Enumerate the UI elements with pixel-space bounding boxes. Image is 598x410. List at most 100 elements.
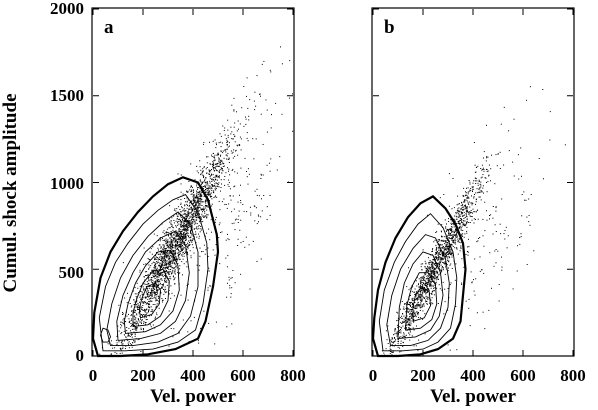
scatter-point	[476, 312, 478, 314]
scatter-point	[171, 263, 173, 265]
scatter-point	[201, 209, 203, 211]
scatter-point	[223, 157, 225, 159]
scatter-point	[475, 171, 477, 173]
scatter-point	[190, 209, 192, 211]
scatter-point	[218, 177, 220, 179]
scatter-point	[147, 277, 149, 279]
scatter-point	[434, 273, 436, 275]
scatter-point	[190, 232, 192, 234]
scatter-point	[120, 342, 122, 344]
scatter-point	[155, 286, 157, 288]
scatter-point	[198, 192, 200, 194]
scatter-point	[175, 230, 177, 232]
scatter-point	[455, 222, 457, 224]
scatter-point	[513, 118, 515, 120]
scatter-point	[416, 311, 418, 313]
scatter-point	[458, 228, 460, 230]
scatter-point	[139, 301, 140, 303]
scatter-point	[186, 227, 188, 229]
scatter-point	[188, 243, 190, 245]
scatter-point	[427, 275, 429, 277]
scatter-point	[461, 221, 462, 223]
scatter-point	[421, 269, 423, 270]
scatter-point	[211, 190, 213, 191]
scatter-point	[463, 218, 465, 219]
scatter-point	[189, 189, 191, 191]
scatter-point	[185, 236, 187, 237]
scatter-point	[136, 327, 138, 329]
scatter-point	[182, 193, 184, 195]
scatter-point	[175, 245, 177, 247]
scatter-point	[429, 266, 431, 268]
scatter-point	[450, 238, 452, 239]
scatter-point	[211, 156, 213, 157]
scatter-point	[240, 219, 242, 221]
scatter-point	[221, 183, 222, 185]
scatter-point	[160, 273, 162, 275]
scatter-point	[193, 252, 195, 254]
scatter-point	[168, 274, 170, 276]
scatter-point	[118, 330, 120, 332]
scatter-point	[184, 236, 186, 238]
scatter-point	[158, 258, 160, 260]
panel-b-label: b	[384, 17, 395, 38]
scatter-point	[419, 285, 421, 287]
scatter-point	[157, 257, 159, 258]
scatter-point	[156, 268, 158, 270]
scatter-point	[190, 193, 192, 195]
scatter-point	[197, 208, 199, 210]
scatter-point	[411, 316, 413, 318]
scatter-point	[449, 228, 451, 230]
scatter-point	[195, 247, 197, 249]
scatter-point	[135, 328, 137, 330]
scatter-point	[477, 184, 479, 186]
scatter-point	[176, 258, 178, 260]
scatter-point	[405, 334, 407, 336]
scatter-point	[154, 286, 156, 288]
scatter-point	[152, 274, 154, 276]
scatter-point	[212, 185, 214, 187]
scatter-point	[404, 317, 406, 319]
scatter-point	[169, 260, 171, 262]
scatter-point	[136, 328, 138, 330]
scatter-point	[211, 179, 213, 181]
scatter-point	[529, 224, 531, 226]
scatter-point	[197, 172, 199, 174]
scatter-point	[195, 227, 197, 229]
scatter-point	[158, 289, 160, 291]
scatter-point	[169, 273, 171, 275]
scatter-point	[457, 241, 459, 243]
scatter-point	[192, 203, 194, 205]
scatter-point	[411, 310, 412, 312]
scatter-point	[397, 343, 399, 345]
scatter-point	[116, 352, 118, 354]
scatter-point	[194, 234, 196, 236]
scatter-point	[173, 279, 175, 281]
scatter-point	[169, 276, 171, 278]
scatter-point	[436, 273, 438, 275]
scatter-point	[145, 297, 147, 299]
scatter-point	[432, 249, 433, 251]
scatter-point	[418, 284, 419, 286]
scatter-point	[201, 191, 203, 193]
scatter-point	[156, 305, 157, 307]
scatter-point	[161, 261, 163, 262]
scatter-point	[144, 311, 146, 313]
scatter-point	[538, 158, 540, 159]
scatter-point	[452, 223, 454, 225]
scatter-point	[167, 273, 169, 274]
scatter-point	[419, 317, 421, 319]
scatter-point	[240, 200, 242, 201]
scatter-point	[162, 265, 164, 267]
scatter-point	[466, 208, 468, 210]
scatter-point	[170, 261, 172, 263]
scatter-point	[471, 202, 473, 204]
scatter-point	[215, 182, 217, 184]
scatter-point	[486, 157, 488, 159]
scatter-point	[452, 245, 454, 247]
scatter-point	[214, 167, 216, 169]
scatter-point	[449, 284, 451, 286]
scatter-point	[482, 235, 484, 237]
scatter-point	[405, 320, 406, 322]
scatter-point	[229, 195, 231, 197]
